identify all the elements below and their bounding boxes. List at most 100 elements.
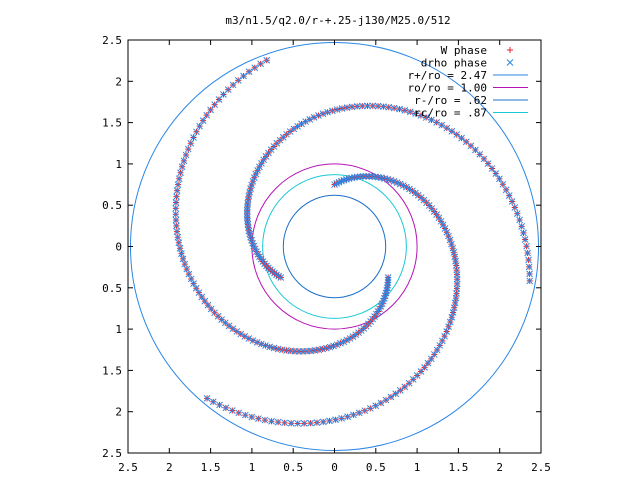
drho-phase-point <box>222 404 230 412</box>
drho-phase-point <box>366 404 374 412</box>
drho-phase-point <box>326 417 333 425</box>
drho-phase-point <box>365 172 373 180</box>
legend-label: rc/ro = .87 <box>414 107 487 120</box>
drho-phase-point <box>524 249 531 257</box>
drho-phase-point <box>448 240 455 248</box>
drho-phase-point <box>248 181 255 189</box>
drho-phase-point <box>172 216 180 224</box>
circle-rc-ro <box>262 174 407 319</box>
drho-phase-point <box>253 339 261 346</box>
y-tick-label: 1 <box>115 323 122 336</box>
drho-phase-point <box>516 216 523 224</box>
drho-phase-point <box>488 165 496 172</box>
drho-phase-point <box>438 121 446 129</box>
y-tick-label: 2.5 <box>102 447 122 460</box>
drho-phase-point <box>266 343 274 351</box>
drho-phase-point <box>438 337 446 345</box>
drho-phase-point <box>392 390 400 398</box>
drho-phase-point <box>396 105 403 113</box>
drho-phase-point <box>184 145 192 153</box>
drho-phase-point <box>178 250 185 257</box>
drho-phase-point <box>257 60 265 68</box>
y-tick-label: 2 <box>115 75 122 88</box>
drho-phase-point <box>315 112 322 119</box>
drho-phase-point <box>369 102 377 110</box>
y-tick-label: 1.5 <box>102 117 122 130</box>
drho-phase-point <box>511 204 519 211</box>
drho-phase-point <box>508 198 516 205</box>
drho-phase-point <box>193 128 200 136</box>
drho-phase-point <box>518 222 526 230</box>
drho-phase-point <box>337 339 344 347</box>
drho-phase-point <box>250 174 258 181</box>
drho-phase-point <box>204 301 212 309</box>
drho-phase-point <box>430 351 438 358</box>
drho-phase-point <box>484 160 492 168</box>
drho-phase-point <box>433 211 440 218</box>
drho-phase-point <box>346 335 354 342</box>
drho-phase-point <box>443 328 451 335</box>
y-tick-label: 1 <box>115 158 122 171</box>
drho-phase-point <box>173 222 180 230</box>
drho-phase-point <box>287 419 295 427</box>
drho-phase-point <box>286 128 294 135</box>
drho-phase-point <box>201 297 209 305</box>
drho-phase-point <box>396 387 404 394</box>
legend-label: drho phase <box>421 57 487 70</box>
legend-label: r+/ro = 2.47 <box>408 69 487 82</box>
drho-phase-point <box>183 265 191 273</box>
drho-phase-point <box>255 415 262 423</box>
drho-phase-point <box>406 185 413 193</box>
drho-phase-point <box>319 110 327 118</box>
drho-phase-point <box>177 169 184 177</box>
drho-phase-point <box>333 341 341 349</box>
drho-phase-point <box>433 119 440 126</box>
drho-phase-point <box>328 107 336 115</box>
x-tick-label: 1.5 <box>201 461 221 474</box>
drho-phase-point <box>180 157 188 165</box>
drho-phase-point <box>499 180 507 188</box>
drho-phase-point <box>173 187 181 195</box>
drho-phase-point <box>445 232 452 240</box>
drho-phase-point <box>185 270 193 278</box>
drho-phase-point <box>428 116 435 124</box>
x-tick-label: 2.5 <box>118 461 138 474</box>
x-tick-label: 2.5 <box>531 461 551 474</box>
drho-phase-point <box>173 193 180 200</box>
drho-phase-point <box>319 418 327 426</box>
drho-phase-point <box>258 159 265 167</box>
drho-phase-point <box>382 396 390 404</box>
drho-phase-point <box>262 153 270 160</box>
x-tick-label: 1 <box>249 461 256 474</box>
drho-phase-point <box>175 239 183 247</box>
drho-phase-point <box>445 323 452 331</box>
drho-phase-point <box>263 56 271 64</box>
drho-phase-point <box>384 274 392 281</box>
drho-phase-point <box>362 172 370 180</box>
drho-phase-point <box>358 102 366 110</box>
drho-phase-point <box>294 122 301 130</box>
drho-phase-point <box>190 280 197 288</box>
drho-phase-point <box>225 322 233 330</box>
drho-phase-point <box>172 210 180 218</box>
drho-phase-point <box>364 102 371 110</box>
drho-phase-point <box>422 114 430 121</box>
drho-phase-point <box>355 329 362 337</box>
drho-phase-point <box>307 419 314 427</box>
drho-phase-point <box>209 398 217 406</box>
drho-phase-point <box>521 236 529 243</box>
drho-phase-point <box>195 289 203 297</box>
drho-phase-point <box>251 64 259 72</box>
drho-phase-point <box>281 419 289 427</box>
drho-phase-point <box>172 199 180 206</box>
y-tick-label: 1.5 <box>102 364 122 377</box>
drho-phase-point <box>310 114 318 121</box>
drho-phase-point <box>350 411 357 419</box>
drho-phase-point <box>448 127 456 135</box>
drho-phase-point <box>260 156 267 164</box>
drho-phase-point <box>252 170 260 178</box>
drho-phase-point <box>300 420 308 427</box>
drho-phase-point <box>298 120 305 128</box>
drho-phase-point <box>374 102 382 110</box>
